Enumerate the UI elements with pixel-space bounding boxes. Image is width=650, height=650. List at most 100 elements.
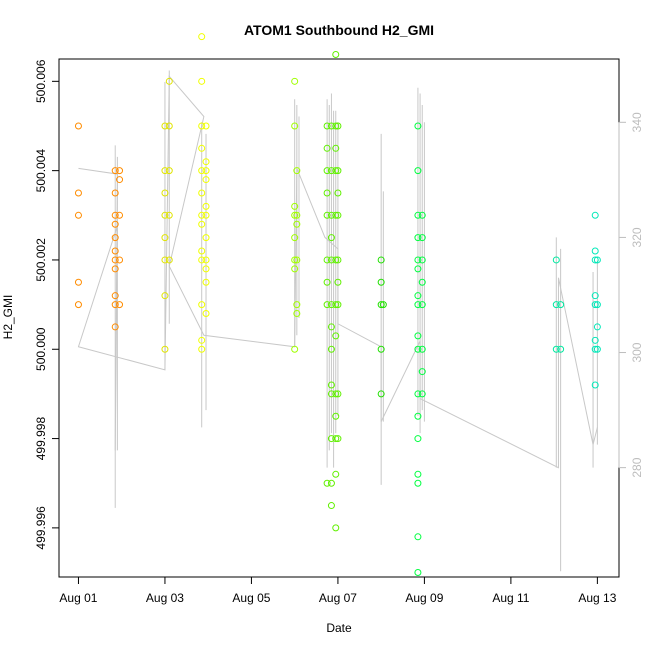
y-tick-label: 500.002 <box>34 238 48 282</box>
data-point <box>74 301 82 309</box>
data-point <box>111 220 119 228</box>
data-point <box>202 278 210 286</box>
data-point <box>414 234 422 242</box>
data-point <box>111 167 119 175</box>
data-point <box>291 265 299 273</box>
data-point <box>591 292 599 300</box>
data-point <box>161 189 169 197</box>
data-point <box>202 202 210 210</box>
data-point <box>116 256 124 264</box>
data-point <box>165 167 173 175</box>
data-point <box>323 278 331 286</box>
data-point <box>591 247 599 255</box>
y-axis-label: H2_GMI <box>1 295 15 340</box>
data-point <box>198 211 206 219</box>
chart-title: ATOM1 Southbound H2_GMI <box>244 22 434 38</box>
data-point <box>327 323 335 331</box>
data-point <box>377 301 385 309</box>
data-point <box>291 122 299 130</box>
data-point <box>327 502 335 510</box>
x-tick-label: Aug 09 <box>405 591 443 605</box>
x-tick-label: Aug 03 <box>146 591 184 605</box>
data-point <box>323 211 331 219</box>
data-point <box>414 122 422 130</box>
data-point <box>161 292 169 300</box>
data-point <box>323 301 331 309</box>
data-point <box>111 292 119 300</box>
data-point <box>327 345 335 353</box>
data-point <box>418 301 426 309</box>
data-point <box>418 234 426 242</box>
data-point <box>202 158 210 166</box>
data-point <box>202 176 210 184</box>
x-tick-label: Aug 01 <box>59 591 97 605</box>
data-point <box>74 211 82 219</box>
data-point <box>111 256 119 264</box>
data-point <box>111 247 119 255</box>
data-point <box>198 256 206 264</box>
data-point <box>593 345 601 353</box>
data-point <box>293 211 301 219</box>
data-point <box>377 278 385 286</box>
data-point <box>418 390 426 398</box>
data-point <box>414 292 422 300</box>
data-point <box>111 265 119 273</box>
y2-tick-label: 320 <box>630 227 644 247</box>
data-point <box>111 189 119 197</box>
data-point <box>198 167 206 175</box>
data-point <box>591 381 599 389</box>
data-point <box>161 167 169 175</box>
y-tick-label: 499.996 <box>34 506 48 550</box>
data-point <box>332 524 340 532</box>
data-point <box>116 176 124 184</box>
x-tick-label: Aug 11 <box>492 591 529 605</box>
data-point <box>414 533 422 541</box>
data-point <box>332 470 340 478</box>
data-point <box>323 122 331 130</box>
data-point <box>291 256 299 264</box>
data-point <box>116 167 124 175</box>
data-point <box>293 220 301 228</box>
data-point <box>161 256 169 264</box>
data-point <box>323 167 331 175</box>
data-point <box>161 211 169 219</box>
data-point <box>334 256 342 264</box>
data-point <box>418 211 426 219</box>
data-point <box>414 479 422 487</box>
data-point <box>111 301 119 309</box>
data-point <box>202 310 210 318</box>
data-point <box>379 301 387 309</box>
data-point <box>323 144 331 152</box>
data-point <box>414 265 422 273</box>
data-point <box>74 122 82 130</box>
data-point <box>293 310 301 318</box>
data-point <box>377 390 385 398</box>
data-point <box>202 256 210 264</box>
data-point <box>293 256 301 264</box>
data-point <box>116 211 124 219</box>
data-point <box>414 569 422 577</box>
data-point <box>293 301 301 309</box>
data-point <box>552 301 560 309</box>
data-point <box>202 234 210 242</box>
data-point <box>334 211 342 219</box>
data-point <box>418 345 426 353</box>
x-axis-label: Date <box>326 621 352 635</box>
data-point <box>332 301 340 309</box>
data-point <box>332 122 340 130</box>
data-point <box>414 332 422 340</box>
y2-tick-label: 340 <box>630 112 644 132</box>
data-point <box>293 167 301 175</box>
data-point <box>198 247 206 255</box>
x-tick-label: Aug 05 <box>232 591 270 605</box>
data-point <box>334 435 342 443</box>
data-point <box>414 301 422 309</box>
data-point <box>161 122 169 130</box>
y-tick-label: 500.000 <box>34 327 48 371</box>
data-point <box>74 189 82 197</box>
data-point <box>591 211 599 219</box>
data-point <box>418 278 426 286</box>
y2-tick-label: 280 <box>630 457 644 477</box>
data-point <box>323 189 331 197</box>
